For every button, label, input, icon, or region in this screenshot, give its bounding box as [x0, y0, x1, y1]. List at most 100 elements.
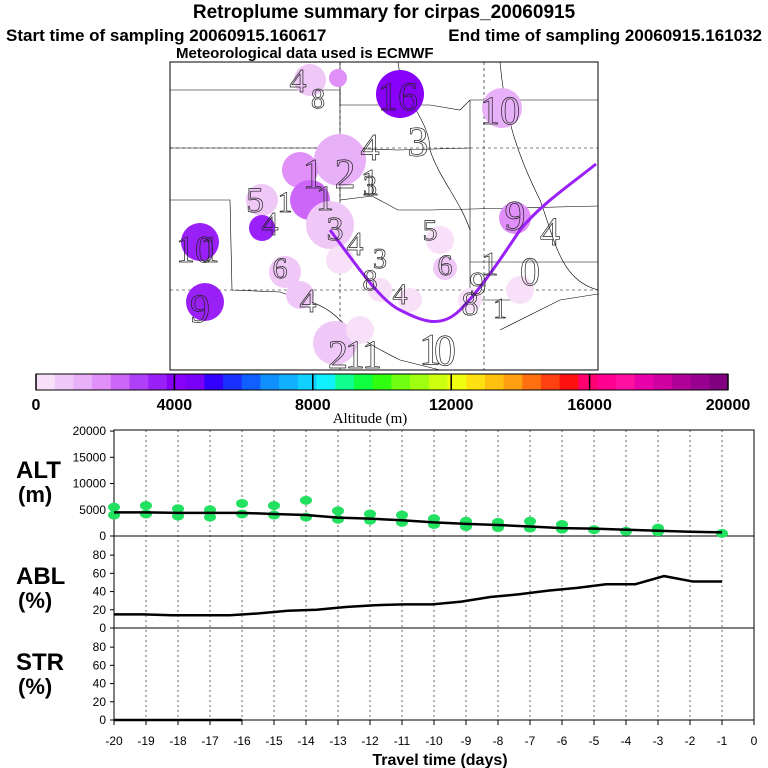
y-tick-label: 60 [93, 566, 107, 580]
altitude-point [204, 512, 216, 522]
map-number-label: 4 [393, 278, 408, 311]
map-number-label: 5 [423, 214, 438, 247]
str-label: STR [16, 649, 64, 676]
colorbar-cell [372, 374, 392, 390]
y-tick-label: 20 [93, 695, 107, 709]
map-number-label: 4 [540, 209, 560, 254]
plume-circle [313, 321, 357, 365]
colorbar-cell [559, 374, 579, 390]
map-number-label: 8 [462, 286, 479, 323]
plume-circle [246, 184, 278, 216]
x-tick-label: -14 [297, 734, 315, 748]
colorbar-tick-label: 4000 [157, 397, 193, 414]
map-number-label: 2 [328, 332, 348, 377]
plume-circle [306, 201, 354, 249]
y-tick-label: 40 [93, 677, 107, 691]
colorbar-cell [484, 374, 505, 390]
plume-circle [249, 215, 275, 241]
y-tick-label: 80 [93, 548, 107, 562]
altitude-point [172, 504, 184, 514]
y-tick-label: 0 [99, 529, 106, 543]
colorbar-cell [316, 374, 336, 390]
start-time-label: Start time of sampling 20060915.160617 [6, 26, 327, 45]
map-number-label: 1 [201, 229, 220, 271]
x-tick-label: -4 [621, 734, 632, 748]
x-tick-label: -12 [361, 734, 379, 748]
map-number-label: 3 [363, 171, 377, 202]
x-tick-label: -20 [105, 734, 123, 748]
y-tick-label: 10000 [73, 477, 107, 491]
colorbar-tick-label: 8000 [295, 397, 331, 414]
plume-circle [368, 278, 392, 302]
colorbar-cell [410, 374, 430, 390]
colorbar-cell [36, 374, 56, 390]
colorbar-cell [709, 374, 729, 390]
altitude-point [620, 526, 632, 536]
y-tick-label: 20 [93, 603, 107, 617]
x-tick-label: -18 [169, 734, 187, 748]
map-number-label: 0 [434, 326, 456, 375]
alt-unit: (m) [18, 482, 52, 507]
plume-circle [433, 256, 457, 280]
abl-label: ABL [16, 563, 65, 590]
colorbar-tick-label: 12000 [429, 397, 474, 414]
plume-circle [294, 64, 326, 96]
colorbar-cell [615, 374, 635, 390]
colorbar-cell [578, 374, 598, 390]
x-tick-label: -2 [685, 734, 696, 748]
y-tick-label: 5000 [79, 503, 106, 517]
plume-circle [181, 223, 219, 261]
colorbar-cell [166, 374, 187, 390]
plume-circle [282, 152, 318, 188]
end-time-label: End time of sampling 20060915.161032 [448, 26, 762, 45]
colorbar-cell [522, 374, 542, 390]
map-number-label: 2 [335, 152, 356, 198]
series-line [114, 574, 722, 617]
map-number-label: 16 [378, 74, 418, 119]
map-number-label: 4 [361, 127, 380, 169]
map-number-label: 1 [303, 152, 324, 198]
colorbar-cell [204, 374, 224, 390]
map-number-label: 10 [480, 88, 520, 133]
series-line [114, 511, 723, 534]
plume-circle [314, 134, 366, 186]
colorbar-tick-label: 20000 [706, 397, 751, 414]
x-tick-label: -19 [137, 734, 155, 748]
x-tick-label: -17 [201, 734, 219, 748]
colorbar-cell [54, 374, 74, 390]
colorbar-cell [653, 374, 673, 390]
plume-circle [426, 226, 454, 254]
y-tick-label: 40 [93, 585, 107, 599]
y-tick-label: 15000 [73, 450, 107, 464]
colorbar-cell [148, 374, 168, 390]
map-number-label: 4 [262, 206, 279, 243]
colorbar-cell [92, 374, 112, 390]
altitude-point [140, 509, 152, 519]
x-tick-label: -13 [329, 734, 347, 748]
map-number-label: 5 [246, 180, 264, 220]
map-number-label: 3 [408, 120, 429, 166]
colorbar-cell [185, 374, 205, 390]
altitude-point [364, 509, 376, 519]
plume-circle [269, 256, 301, 288]
colorbar-cell [353, 374, 374, 390]
plume-circle [329, 69, 347, 87]
str-unit: (%) [18, 674, 52, 699]
map-number-label: 1 [493, 294, 507, 325]
map-number-label: 0 [520, 249, 540, 294]
x-tick-label: -15 [265, 734, 283, 748]
map-number-label: 9 [505, 194, 526, 240]
map-number-label: 1 [362, 332, 382, 377]
altitude-point [300, 495, 312, 505]
x-tick-label: -5 [589, 734, 600, 748]
x-tick-label: -9 [461, 734, 472, 748]
map-number-label: 4 [347, 226, 364, 263]
plume-circles [181, 64, 534, 365]
map-number-label: 1 [345, 332, 365, 377]
altitude-point [108, 502, 120, 512]
met-data-label: Meteorological data used is ECMWF [176, 45, 434, 62]
colorbar-cell [129, 374, 149, 390]
map-number-label: 10 [176, 229, 214, 271]
